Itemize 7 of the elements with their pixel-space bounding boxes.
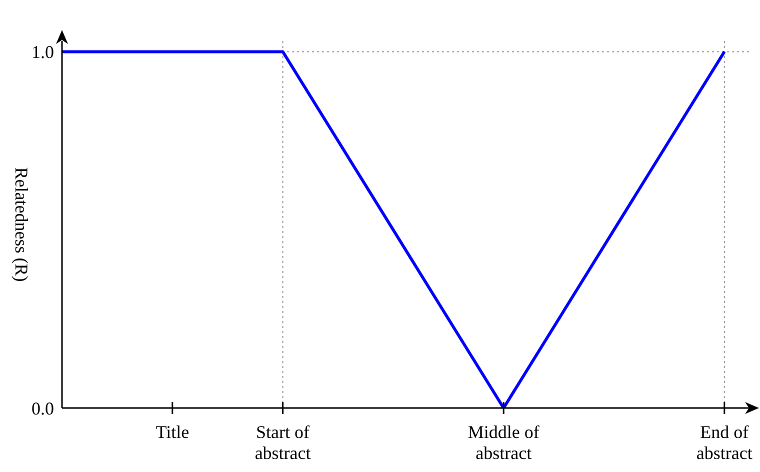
x-tick-label: Middle of abstract (468, 422, 540, 463)
x-tick-label: End of abstract (696, 422, 752, 463)
y-axis-title: Relatedness (R) (12, 167, 32, 282)
x-tick-label: Start of abstract (254, 422, 311, 463)
x-tick-label: Title (156, 422, 190, 442)
y-tick-label: 0.0 (32, 398, 54, 418)
y-tick-label: 1.0 (32, 42, 54, 62)
